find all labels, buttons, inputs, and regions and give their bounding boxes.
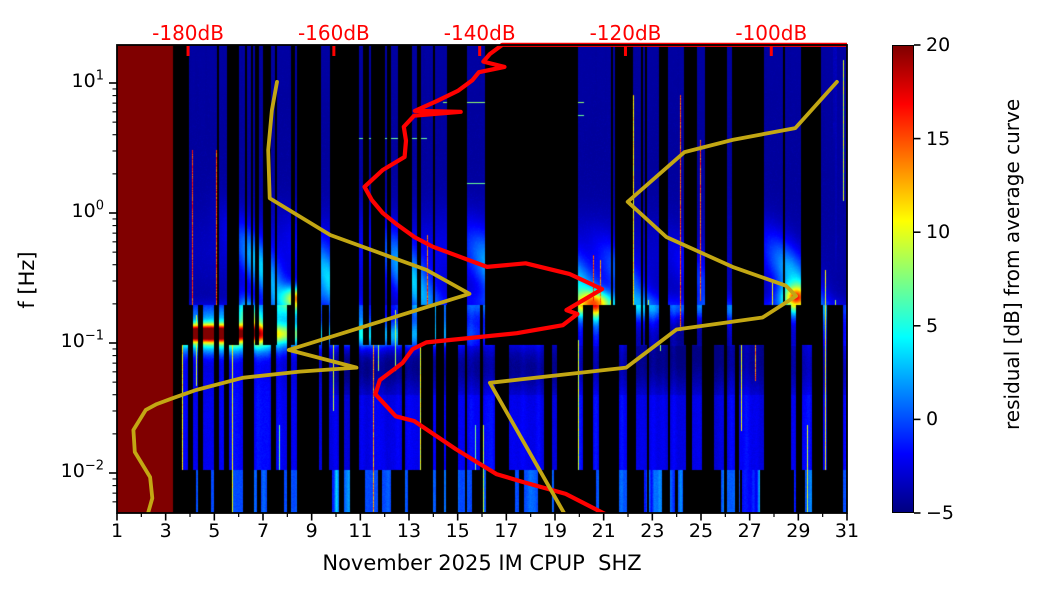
x-tick-label: 3 [159, 520, 172, 542]
colorbar-tick-label: −5 [926, 502, 955, 524]
x-tick-label: 13 [396, 520, 422, 542]
x-axis-label: November 2025 IM CPUP SHZ [322, 551, 642, 575]
y-tick-label: 10−1 [60, 328, 104, 352]
spectrogram-heatmap [117, 45, 847, 513]
x-tick-label: 7 [256, 520, 270, 542]
colorbar-tick-label: 10 [926, 221, 951, 244]
top-db-label: -120dB [589, 21, 662, 45]
colorbar-tick-label: 0 [926, 408, 939, 431]
top-db-label: -140dB [443, 21, 516, 45]
x-tick-label: 15 [445, 520, 470, 542]
x-tick-label: 27 [737, 520, 762, 542]
x-tick-label: 19 [542, 520, 568, 542]
x-tick-label: 17 [494, 520, 519, 542]
x-tick-label: 25 [688, 520, 714, 542]
x-tick-label: 9 [305, 520, 318, 542]
x-tick-label: 5 [208, 520, 221, 542]
x-tick-label: 23 [640, 520, 665, 542]
colorbar-tick-label: 5 [926, 314, 939, 337]
top-db-label: -160dB [297, 21, 370, 45]
colorbar-tick-label: 15 [926, 127, 951, 150]
colorbar-tick-label: 20 [926, 34, 951, 56]
top-db-label: -180dB [152, 21, 224, 45]
y-tick-label: 10−2 [60, 458, 104, 482]
x-tick-label: 11 [348, 520, 373, 542]
y-tick-label: 100 [71, 198, 104, 222]
y-axis-label: f [Hz] [15, 251, 39, 309]
colorbar-gradient [892, 45, 914, 513]
x-tick-label: 21 [591, 520, 616, 542]
x-tick-label: 1 [110, 520, 124, 542]
colorbar-label: residual [dB] from average curve [1000, 98, 1024, 430]
x-tick-label: 29 [786, 520, 811, 542]
x-tick-label: 31 [834, 520, 860, 542]
y-tick-label: 101 [71, 68, 104, 92]
top-db-label: -100dB [735, 21, 808, 45]
